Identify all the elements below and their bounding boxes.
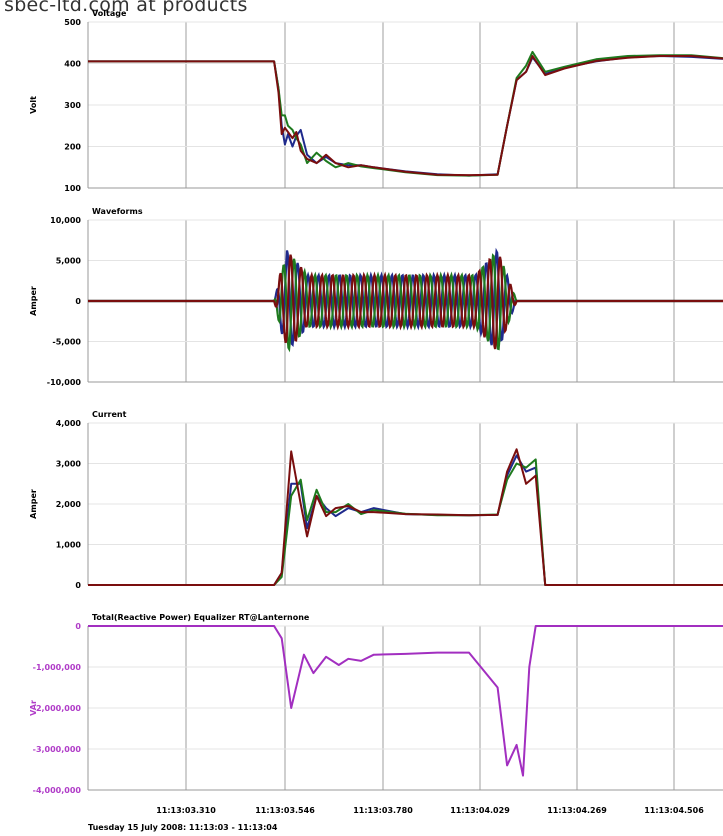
current-title: Current — [92, 410, 127, 419]
x-tick-label: 11:13:04.269 — [547, 806, 607, 815]
voltage-y-tick-label: 100 — [64, 184, 81, 193]
voltage-y-tick-label: 400 — [64, 60, 81, 69]
voltage-series-line-2 — [88, 55, 723, 177]
x-tick-label: 11:13:03.310 — [156, 806, 216, 815]
total-y-tick-label: -3,000,000 — [33, 745, 82, 754]
total-series-line-0 — [88, 625, 723, 777]
current-y-tick-label: 2,000 — [56, 500, 82, 509]
current-series-line-0 — [88, 454, 723, 586]
voltage-y-tick-label: 500 — [64, 18, 81, 27]
total-y-tick-label: -2,000,000 — [33, 704, 82, 713]
current-series-line-1 — [88, 458, 723, 586]
voltage-y-tick-label: 300 — [64, 101, 81, 110]
waveforms-y-tick-label: 10,000 — [50, 216, 81, 225]
voltage-y-tick-label: 200 — [64, 143, 81, 152]
current-y-tick-label: 1,000 — [56, 541, 82, 550]
total-y-tick-label: 0 — [75, 622, 81, 631]
voltage-title: Voltage — [92, 9, 127, 18]
date-range-footer: Tuesday 15 July 2008: 11:13:03 - 11:13:0… — [88, 823, 278, 832]
voltage-series-line-1 — [88, 50, 723, 177]
waveforms-title: Waveforms — [92, 207, 143, 216]
voltage-series-line-0 — [88, 55, 723, 177]
waveforms-series-line-2 — [88, 254, 723, 350]
waveforms-y-tick-label: -5,000 — [52, 338, 81, 347]
total-y-tick-label: -1,000,000 — [33, 663, 82, 672]
x-tick-label: 11:13:04.029 — [450, 806, 510, 815]
voltage-y-axis-label: Volt — [29, 96, 38, 114]
current-series-line-2 — [88, 448, 723, 586]
waveforms-series-line-0 — [88, 247, 723, 348]
waveforms-y-tick-label: 5,000 — [56, 257, 82, 266]
current-y-tick-label: 4,000 — [56, 419, 82, 428]
waveforms-y-tick-label: 0 — [75, 297, 81, 306]
current-y-axis-label: Amper — [29, 489, 38, 519]
watermark-text: sbec-ltd.com at products — [4, 0, 248, 16]
x-tick-label: 11:13:03.780 — [353, 806, 413, 815]
total-title: Total(Reactive Power) Equalizer RT@Lante… — [92, 613, 310, 622]
waveforms-y-tick-label: -10,000 — [47, 378, 82, 387]
x-tick-label: 11:13:03.546 — [255, 806, 315, 815]
total-y-tick-label: -4,000,000 — [33, 786, 82, 795]
current-y-tick-label: 3,000 — [56, 460, 82, 469]
x-tick-label: 11:13:04.506 — [644, 806, 704, 815]
current-y-tick-label: 0 — [75, 581, 81, 590]
total-y-axis-label: VAr — [29, 700, 38, 716]
waveforms-y-axis-label: Amper — [29, 286, 38, 316]
